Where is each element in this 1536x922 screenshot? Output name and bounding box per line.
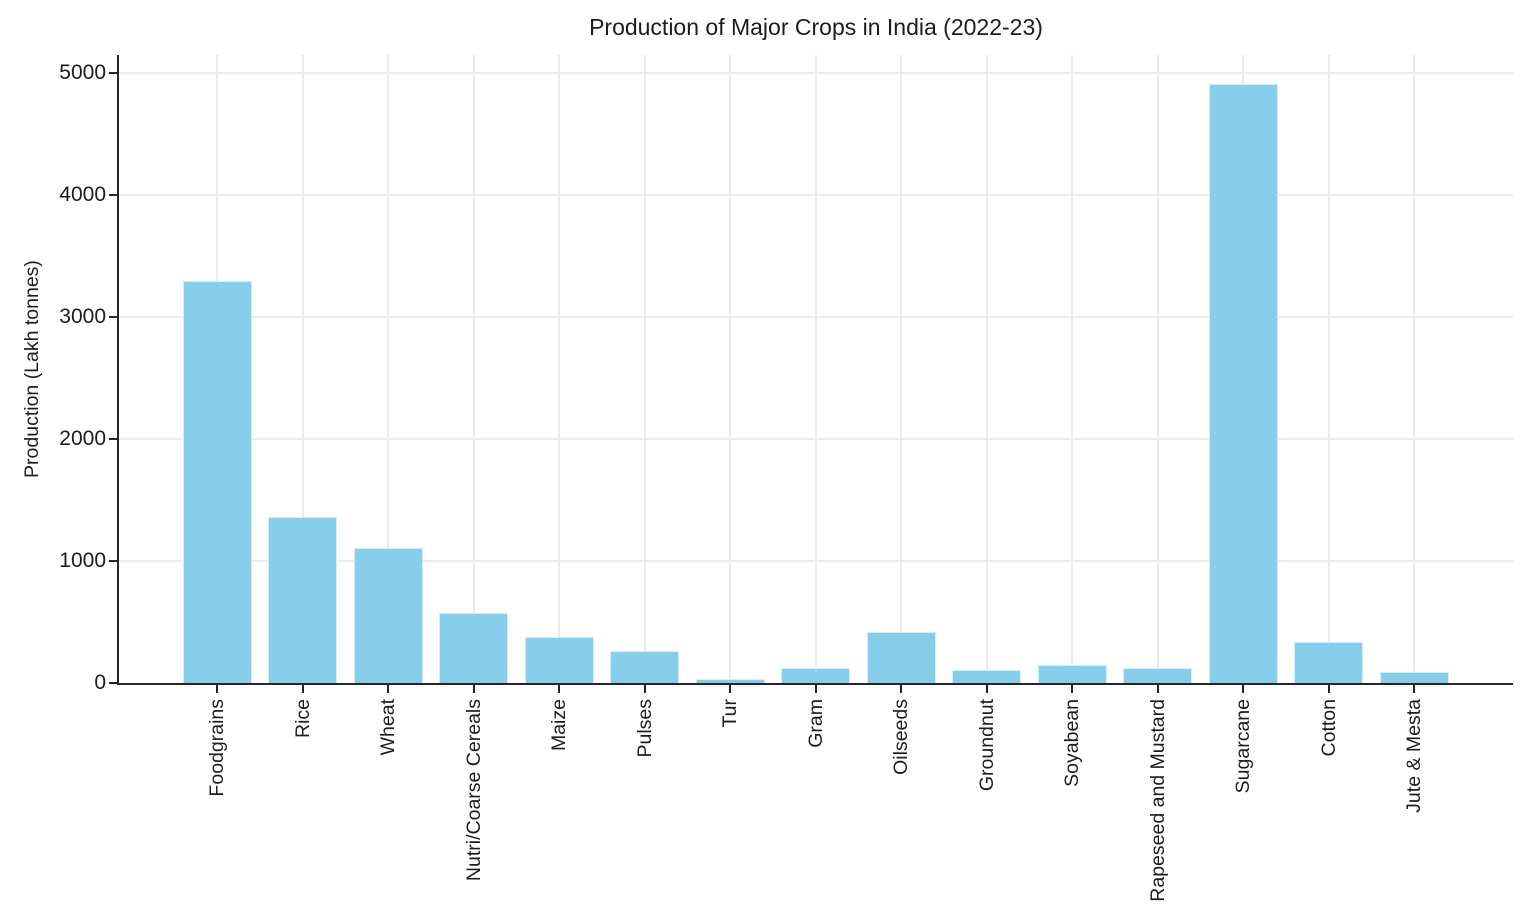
y-tick-label: 1000: [59, 548, 106, 572]
y-tick-label: 0: [94, 671, 106, 694]
chart-title: Production of Major Crops in India (2022…: [589, 14, 1043, 40]
bar: [1379, 671, 1449, 683]
y-tick-mark: [109, 71, 117, 74]
x-tick-mark: [301, 683, 304, 693]
h-gridline: [119, 437, 1513, 440]
h-gridline: [119, 71, 1513, 74]
y-tick-mark: [109, 682, 117, 684]
bar: [182, 280, 252, 683]
x-tick-mark: [472, 683, 475, 693]
bar: [439, 613, 508, 683]
bar: [1123, 667, 1192, 683]
x-tick-mark: [558, 683, 560, 693]
x-tick-label: Cotton: [1317, 699, 1340, 757]
x-tick-mark: [1413, 683, 1415, 693]
x-tick-label: Soyabean: [1061, 699, 1083, 787]
x-tick-mark: [1156, 683, 1159, 693]
v-gridline: [472, 55, 475, 683]
x-tick-mark: [985, 683, 988, 693]
h-gridline: [119, 193, 1513, 196]
x-tick-label: Sugarcane: [1232, 699, 1254, 794]
y-axis-label: Production (Lakh tonnes): [21, 260, 43, 478]
x-tick-label: Wheat: [377, 699, 399, 756]
x-tick-mark: [729, 683, 731, 693]
v-gridline: [387, 55, 389, 683]
bar: [866, 632, 936, 683]
v-gridline: [814, 55, 817, 683]
v-gridline: [900, 55, 902, 683]
v-gridline: [729, 55, 731, 683]
v-gridline: [301, 55, 304, 683]
x-tick-label: Rapeseed and Mustard: [1146, 699, 1169, 902]
x-tick-mark: [387, 683, 389, 693]
y-tick-label: 5000: [59, 60, 106, 84]
v-gridline: [558, 55, 560, 683]
bar: [695, 678, 765, 683]
x-tick-label: Nutri/Coarse Cereals: [462, 699, 485, 882]
bar: [1294, 641, 1363, 683]
x-tick-label: Rice: [291, 699, 314, 739]
x-tick-mark: [1071, 683, 1073, 693]
x-tick-label: Gram: [804, 699, 827, 748]
v-gridline: [643, 55, 646, 683]
y-tick-label: 4000: [59, 182, 106, 206]
y-tick-mark: [109, 193, 117, 196]
y-tick-mark: [109, 437, 117, 440]
x-tick-label: Maize: [548, 699, 570, 752]
x-tick-label: Groundnut: [975, 699, 998, 792]
v-gridline: [1156, 55, 1159, 683]
x-tick-label: Oilseeds: [890, 699, 912, 775]
bar: [952, 670, 1021, 683]
h-gridline: [119, 315, 1513, 318]
bar: [353, 548, 423, 683]
x-tick-label: Pulses: [633, 699, 656, 758]
x-tick-mark: [216, 683, 218, 693]
x-tick-mark: [643, 683, 646, 693]
bar: [610, 651, 679, 683]
y-tick-mark: [109, 315, 117, 318]
v-gridline: [1071, 55, 1073, 683]
v-gridline: [1413, 55, 1415, 683]
x-tick-label: Jute & Mesta: [1403, 699, 1425, 813]
x-tick-label: Foodgrains: [206, 699, 228, 797]
bar: [268, 517, 337, 683]
x-tick-label: Tur: [719, 699, 741, 728]
y-tick-mark: [109, 559, 117, 562]
h-gridline: [119, 559, 1513, 562]
x-tick-mark: [814, 683, 817, 693]
bar: [1208, 84, 1278, 683]
bar: [1037, 664, 1107, 683]
plot-area: [117, 55, 1513, 685]
y-tick-label: 3000: [59, 304, 106, 328]
y-tick-label: 2000: [59, 426, 106, 450]
x-tick-mark: [900, 683, 902, 693]
x-tick-mark: [1242, 683, 1244, 693]
bar: [524, 636, 594, 683]
y-axis-line: [117, 55, 119, 683]
v-gridline: [985, 55, 988, 683]
bar: [781, 668, 850, 683]
v-gridline: [1327, 55, 1330, 683]
x-tick-mark: [1327, 683, 1330, 693]
